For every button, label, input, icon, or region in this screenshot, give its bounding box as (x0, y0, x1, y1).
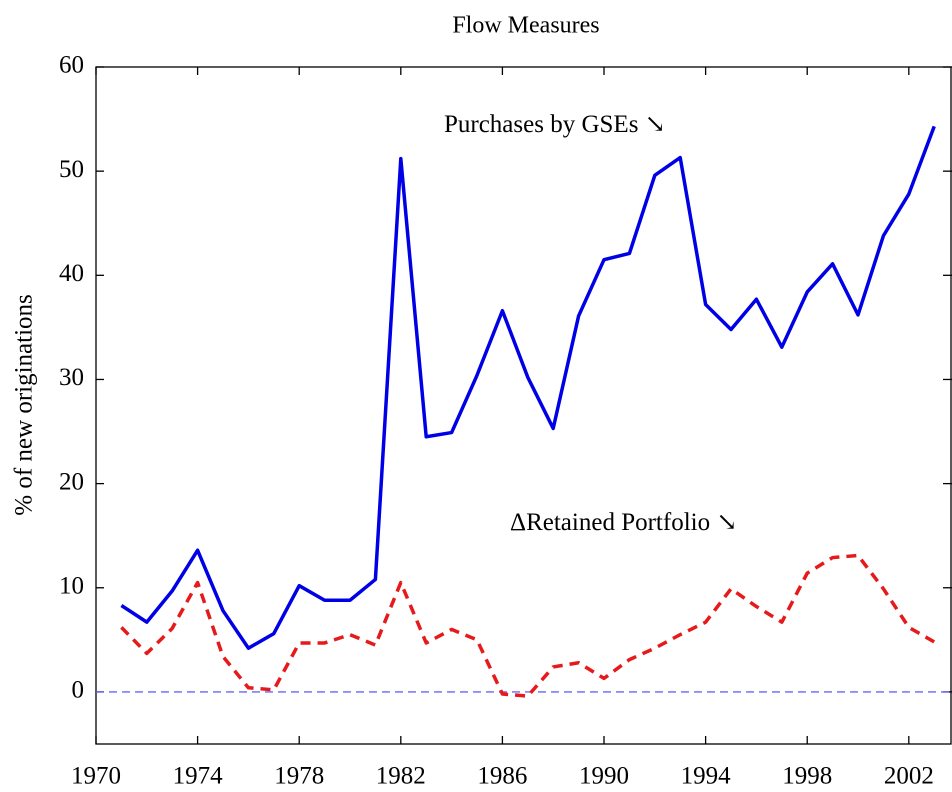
y-tick-label: 60 (59, 52, 84, 79)
annotation: Purchases by GSEs ↘ (444, 111, 666, 138)
series-line (120, 553, 936, 698)
y-tick-label: 0 (72, 677, 85, 704)
series-line (120, 125, 936, 650)
y-tick-label: 20 (59, 468, 84, 495)
x-tick-label: 1998 (782, 763, 832, 790)
x-tick-label: 1974 (173, 763, 224, 790)
y-tick-label: 10 (59, 573, 84, 600)
x-tick-label: 1970 (71, 763, 121, 790)
x-tick-label: 1994 (681, 763, 732, 790)
plot-frame (95, 66, 952, 745)
y-tick-label: 50 (59, 156, 84, 183)
x-tick-label: 2002 (884, 763, 934, 790)
x-tick-label: 1978 (274, 763, 324, 790)
x-tick-label: 1982 (376, 763, 426, 790)
y-tick-label: 30 (59, 364, 84, 391)
x-tick-label: 1986 (477, 763, 527, 790)
x-tick-label: 1990 (579, 763, 629, 790)
chart-title: Flow Measures (452, 13, 599, 39)
y-axis-label: % of new originations (11, 294, 38, 515)
y-tick-label: 40 (59, 260, 84, 287)
annotation: ΔRetained Portfolio ↘ (510, 509, 737, 536)
